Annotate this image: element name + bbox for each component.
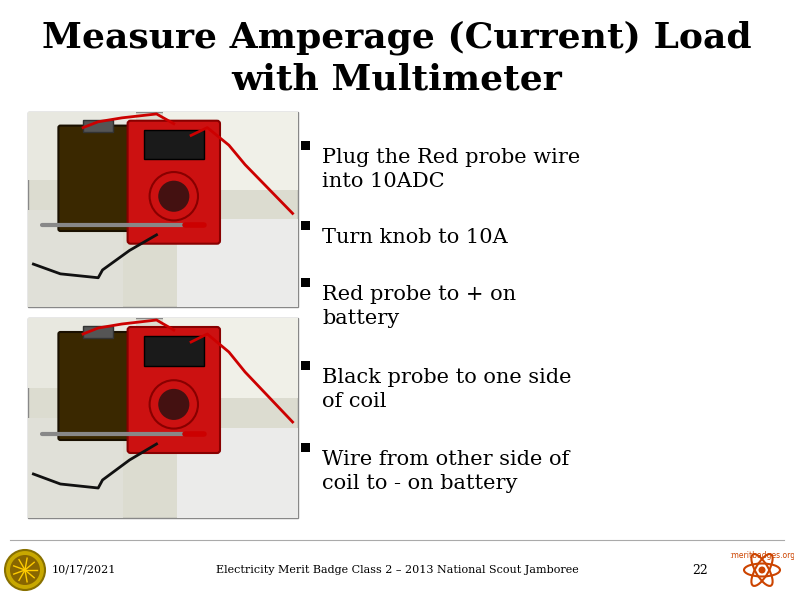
Bar [28, 210, 122, 307]
Bar [301, 361, 310, 370]
Bar [301, 141, 310, 150]
Circle shape [10, 555, 40, 585]
Text: Measure Amperage (Current) Load: Measure Amperage (Current) Load [42, 21, 752, 55]
Bar [28, 318, 136, 388]
Circle shape [158, 389, 189, 420]
Text: 22: 22 [692, 563, 708, 576]
Bar [28, 318, 298, 518]
Circle shape [158, 181, 189, 212]
Text: Black probe to one side
of coil: Black probe to one side of coil [322, 368, 572, 411]
Bar [301, 278, 310, 287]
Bar [163, 318, 298, 398]
Bar [144, 129, 204, 159]
FancyBboxPatch shape [59, 332, 138, 440]
Circle shape [5, 550, 45, 590]
FancyBboxPatch shape [59, 126, 138, 231]
Text: Wire from other side of
coil to - on battery: Wire from other side of coil to - on bat… [322, 450, 569, 493]
Text: Plug the Red probe wire
into 10ADC: Plug the Red probe wire into 10ADC [322, 148, 580, 191]
Circle shape [149, 172, 198, 221]
Bar [176, 428, 298, 518]
Bar [83, 326, 114, 338]
Text: :meritbadges.org: :meritbadges.org [729, 551, 794, 560]
Bar [301, 221, 310, 230]
Bar [176, 219, 298, 307]
Bar [28, 112, 298, 307]
Circle shape [149, 380, 198, 429]
Text: with Multimeter: with Multimeter [232, 63, 562, 97]
Bar [301, 443, 310, 452]
Bar [144, 336, 204, 366]
Bar [28, 112, 136, 180]
Bar [83, 120, 114, 132]
Text: 10/17/2021: 10/17/2021 [52, 565, 117, 575]
Text: Turn knob to 10A: Turn knob to 10A [322, 228, 507, 247]
Text: Electricity Merit Badge Class 2 – 2013 National Scout Jamboree: Electricity Merit Badge Class 2 – 2013 N… [216, 565, 578, 575]
Bar [28, 418, 122, 518]
FancyBboxPatch shape [128, 121, 220, 244]
FancyBboxPatch shape [128, 327, 220, 453]
Text: Red probe to + on
battery: Red probe to + on battery [322, 285, 516, 328]
Circle shape [758, 567, 765, 573]
Bar [163, 112, 298, 190]
